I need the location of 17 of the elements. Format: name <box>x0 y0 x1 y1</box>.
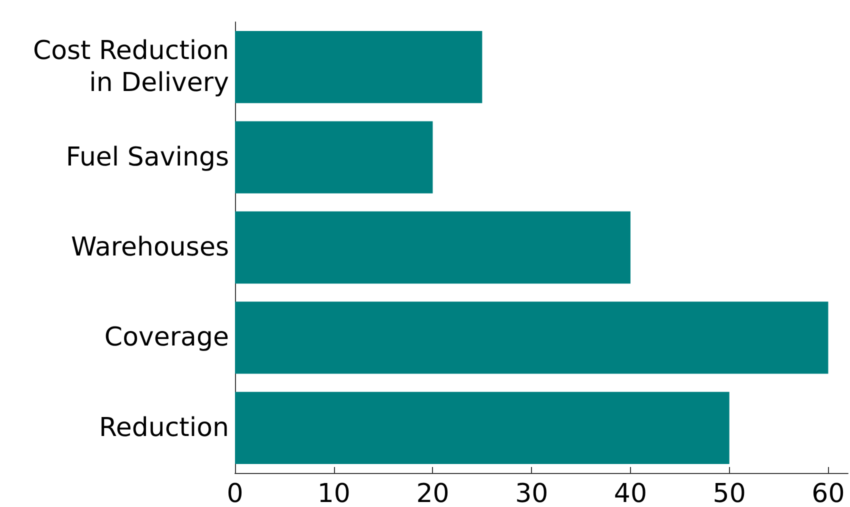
bar <box>235 392 730 464</box>
x-tick-label: 20 <box>416 479 450 507</box>
y-tick-label: Coverage <box>104 322 229 353</box>
bar <box>235 31 482 104</box>
x-tick-label: 40 <box>614 479 648 507</box>
y-tick-label: Fuel Savings <box>66 142 229 172</box>
y-tick-label: Cost Reduction in Delivery <box>32 36 229 98</box>
x-tick-label: 10 <box>317 479 350 507</box>
bar <box>235 211 630 284</box>
x-tick-label: 60 <box>812 479 845 507</box>
y-tick-label: Warehouses <box>70 232 229 262</box>
y-tick-label: Reduction <box>99 412 229 443</box>
x-tick-label: 50 <box>712 479 746 507</box>
x-tick-label: 0 <box>226 479 244 507</box>
bar <box>235 302 828 374</box>
bar <box>235 121 433 194</box>
x-tick-label: 30 <box>515 479 548 507</box>
